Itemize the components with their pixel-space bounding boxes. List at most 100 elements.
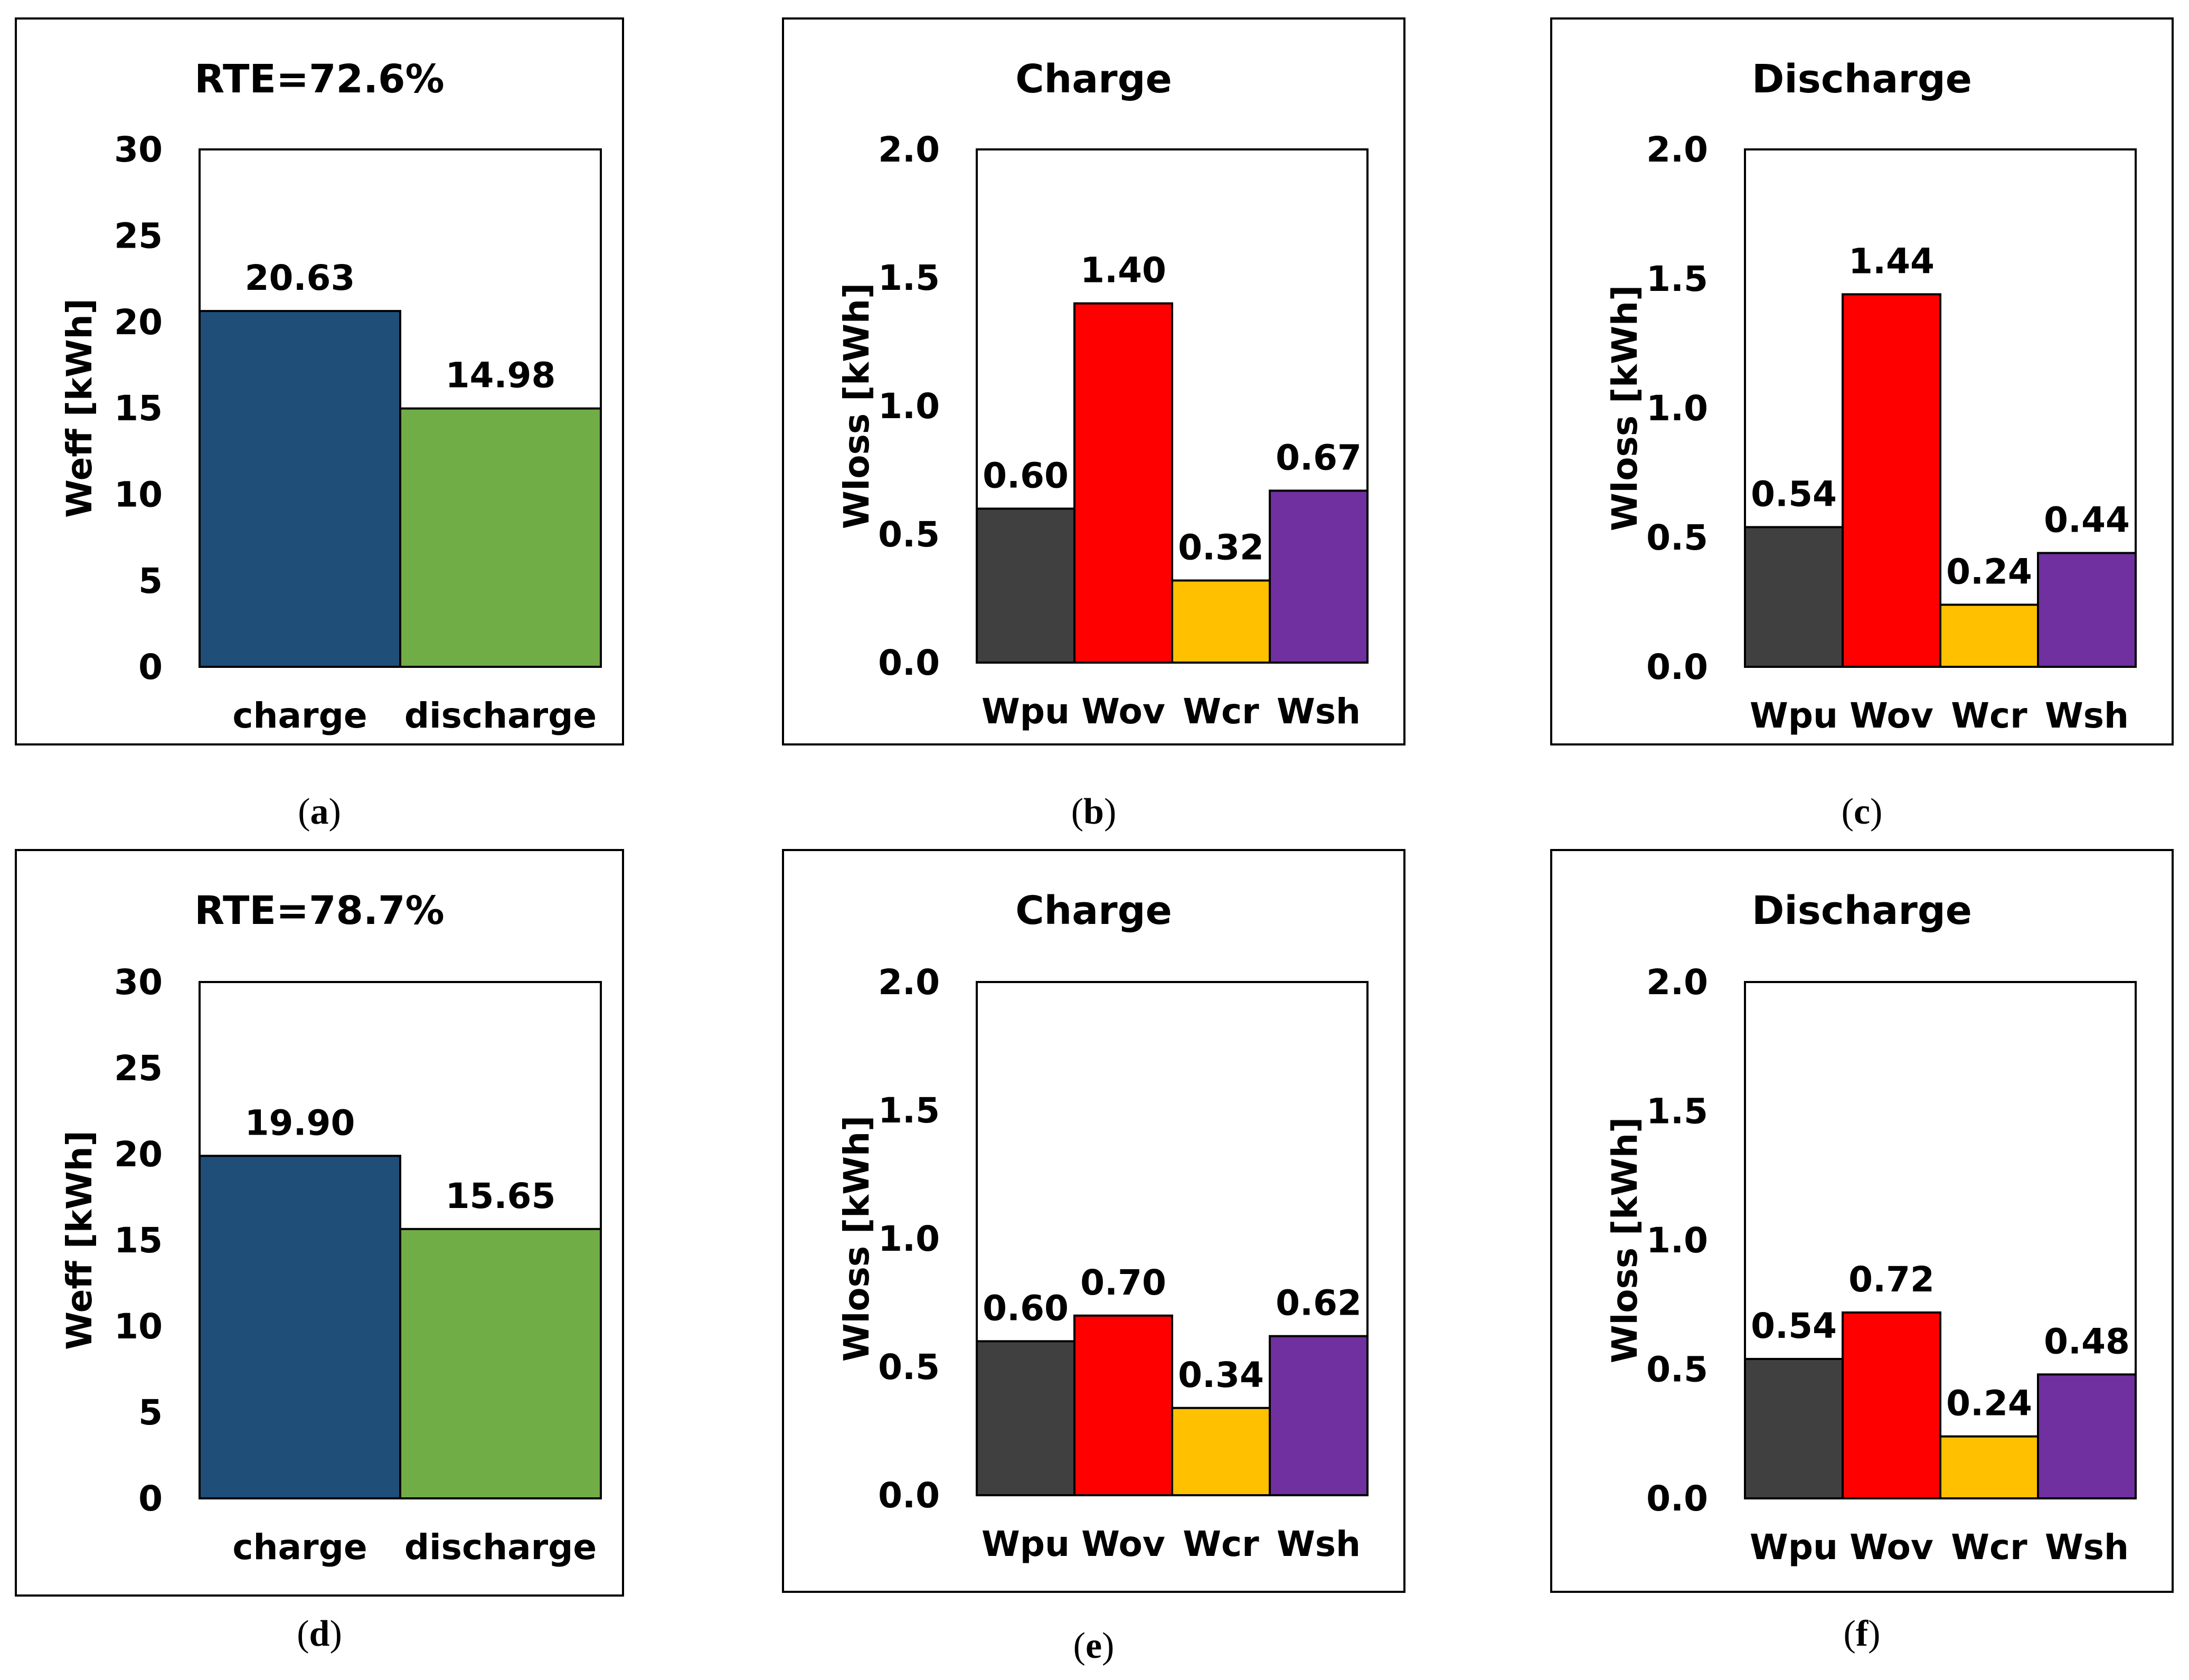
x-category-label: charge: [232, 695, 367, 736]
chart-title: RTE=72.6%: [194, 56, 444, 102]
bar-Wov: [1073, 1314, 1173, 1497]
x-category-label: charge: [232, 1527, 367, 1568]
caption-paren-open: (: [1844, 1613, 1856, 1654]
data-label: 0.62: [1276, 1283, 1362, 1324]
panel-frame: [782, 849, 1405, 1593]
data-label: 0.32: [1178, 527, 1264, 568]
caption-paren-open: (: [298, 791, 310, 832]
data-label: 0.34: [1178, 1355, 1264, 1395]
bar-Wsh: [2037, 552, 2137, 668]
y-tick-label: 0.0: [1646, 647, 1708, 687]
chart-panel-b: Charge 0.0 0.5 1.0 1.5 2.0 Wloss [kWh] 0.60 Wpu 1…: [782, 17, 1405, 832]
y-tick-label: 20: [114, 302, 163, 343]
data-label: 0.67: [1276, 437, 1362, 478]
y-tick-label: 25: [114, 215, 163, 256]
y-tick-label: 30: [114, 962, 163, 1003]
bar-Wcr: [1939, 603, 2039, 668]
x-category-label: discharge: [404, 695, 597, 736]
bar-Wcr: [1171, 1407, 1271, 1497]
panel-frame: [1550, 17, 2174, 745]
x-category-label: Wsh: [2045, 1527, 2129, 1568]
x-category-label: Wsh: [1277, 1524, 1361, 1564]
y-tick-label: 0: [138, 1478, 163, 1519]
y-axis-label: Wloss [kWh]: [1605, 285, 1645, 531]
x-category-label: Wov: [1081, 691, 1165, 732]
data-label: 0.54: [1751, 474, 1837, 514]
y-tick-label: 0.5: [1646, 517, 1708, 558]
bar-discharge: [399, 1228, 602, 1500]
x-category-label: Wpu: [1750, 1527, 1838, 1568]
data-label: 15.65: [446, 1176, 556, 1216]
y-tick-label: 1.5: [1646, 259, 1708, 299]
y-axis-label: Weff [kWh]: [59, 1130, 100, 1350]
bar-Wcr: [1939, 1435, 2039, 1499]
data-label: 0.60: [983, 1288, 1069, 1328]
y-tick-label: 0.5: [878, 514, 940, 555]
panel-caption: (f): [1844, 1613, 1881, 1654]
y-tick-label: 1.0: [1646, 1220, 1708, 1261]
y-tick-label: 1.5: [878, 258, 940, 298]
data-label: 0.24: [1946, 1383, 2032, 1424]
chart-title: Charge: [1015, 888, 1172, 933]
caption-letter: e: [1086, 1626, 1102, 1666]
data-label: 0.70: [1080, 1262, 1166, 1303]
y-tick-label: 15: [114, 388, 163, 429]
y-tick-label: 0.0: [878, 643, 940, 683]
panel-frame: [15, 849, 624, 1597]
y-tick-label: 1.5: [878, 1090, 940, 1131]
bar-Wpu: [1744, 526, 1844, 668]
caption-paren-open: (: [1842, 791, 1854, 832]
y-tick-label: 10: [114, 474, 163, 515]
plot-area: [976, 981, 1369, 1496]
bar-Wov: [1842, 1311, 1941, 1499]
caption-paren-close: ): [1868, 1613, 1880, 1654]
y-axis-label: Wloss [kWh]: [836, 283, 877, 529]
data-label: 0.48: [2044, 1321, 2130, 1362]
y-tick-label: 30: [114, 129, 163, 170]
y-tick-label: 1.0: [878, 1219, 940, 1259]
y-tick-label: 10: [114, 1306, 163, 1347]
x-category-label: Wpu: [982, 691, 1070, 732]
plot-area: [976, 148, 1369, 664]
x-category-label: Wsh: [1277, 691, 1361, 732]
x-category-label: discharge: [404, 1527, 597, 1568]
caption-letter: c: [1854, 791, 1870, 832]
panel-caption: (e): [1073, 1626, 1115, 1666]
panel-caption: (d): [297, 1613, 342, 1654]
data-label: 0.24: [1946, 551, 2032, 592]
caption-paren-close: ): [329, 791, 341, 832]
x-category-label: Wov: [1081, 1524, 1165, 1564]
y-tick-label: 2.0: [878, 962, 940, 1003]
chart-panel-c: Discharge 0.0 0.5 1.0 1.5 2.0 Wloss [kWh] 0.54 W…: [1550, 17, 2174, 832]
plot-area: [199, 148, 602, 668]
x-category-label: Wsh: [2045, 695, 2129, 736]
y-tick-label: 20: [114, 1134, 163, 1175]
y-tick-label: 2.0: [1646, 962, 1708, 1003]
plot-area: [1744, 981, 2137, 1499]
caption-letter: b: [1083, 791, 1104, 832]
panel-frame: [782, 17, 1405, 745]
x-category-label: Wcr: [1183, 691, 1259, 732]
y-tick-label: 0: [138, 647, 163, 687]
chart-title: RTE=78.7%: [194, 888, 444, 933]
y-tick-label: 0.5: [878, 1347, 940, 1388]
chart-panel-f: Discharge 0.0 0.5 1.0 1.5 2.0 Wloss [kWh] 0.54 W…: [1550, 849, 2174, 1654]
panel-frame: [15, 17, 624, 745]
bar-Wsh: [1269, 489, 1369, 664]
y-tick-label: 5: [138, 1392, 163, 1433]
bar-discharge: [399, 407, 602, 668]
bar-Wov: [1842, 293, 1941, 668]
data-label: 1.44: [1848, 241, 1935, 281]
panel-caption: (c): [1842, 791, 1883, 832]
y-tick-label: 0.0: [878, 1475, 940, 1516]
chart-title: Charge: [1015, 56, 1172, 102]
x-category-label: Wov: [1850, 1527, 1933, 1568]
y-tick-label: 1.5: [1646, 1091, 1708, 1132]
caption-paren-open: (: [1073, 1626, 1086, 1666]
y-tick-label: 5: [138, 561, 163, 601]
y-tick-label: 25: [114, 1048, 163, 1089]
caption-paren-open: (: [297, 1613, 309, 1654]
bar-Wov: [1073, 302, 1173, 664]
bar-Wcr: [1171, 579, 1271, 664]
